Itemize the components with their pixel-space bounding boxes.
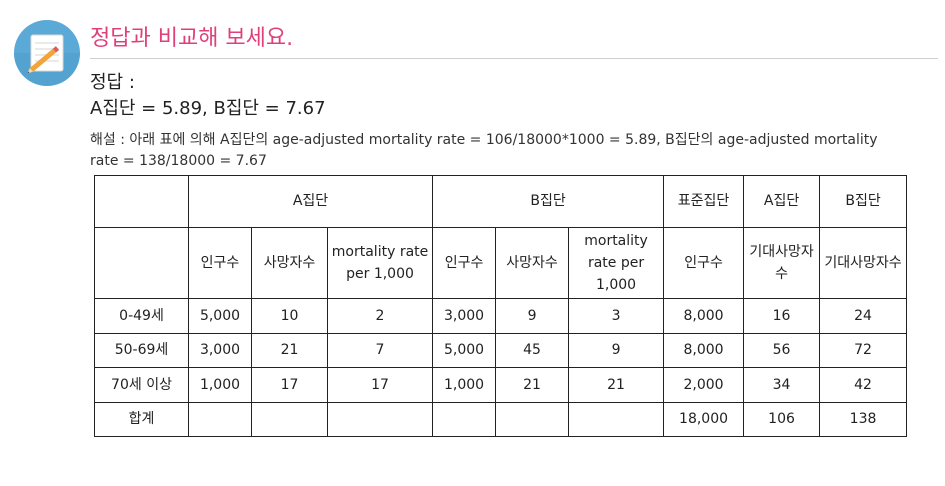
a-deaths-cell [251, 401, 328, 438]
table-row: 70세 이상 1,000 17 17 1,000 21 21 2,000 34 … [94, 367, 908, 403]
age-cell: 70세 이상 [94, 367, 189, 403]
divider [90, 58, 938, 59]
b-deaths-cell: 9 [495, 298, 570, 334]
subheader-a-rate: mortality rate per 1,000 [326, 226, 434, 300]
notepad-pencil-icon [14, 20, 80, 86]
header-b-group: B집단 [432, 175, 665, 228]
subheader-b-rate: mortality rate per 1,000 [568, 226, 665, 300]
subheader-a-expected-deaths: 기대사망자수 [743, 226, 821, 300]
std-pop-cell: 8,000 [663, 332, 745, 369]
table-corner-cell [94, 226, 189, 300]
header-b-expected: B집단 [819, 175, 908, 228]
b-exp-cell: 24 [819, 298, 908, 334]
b-deaths-cell: 45 [495, 332, 570, 369]
b-pop-cell [432, 401, 497, 438]
b-pop-cell: 3,000 [432, 298, 497, 334]
b-exp-cell: 42 [819, 367, 908, 403]
b-rate-cell: 9 [568, 332, 665, 369]
a-exp-cell: 106 [743, 401, 821, 438]
age-cell: 합계 [94, 401, 189, 438]
header-standard-group: 표준집단 [663, 175, 745, 228]
header-a-group: A집단 [187, 175, 434, 228]
b-rate-cell: 21 [568, 367, 665, 403]
table-subheader-row: 인구수 사망자수 mortality rate per 1,000 인구수 사망… [94, 226, 908, 300]
header-a-expected: A집단 [743, 175, 821, 228]
a-rate-cell: 2 [326, 298, 434, 334]
table-corner-cell [94, 175, 189, 228]
a-rate-cell: 17 [326, 367, 434, 403]
subheader-a-population: 인구수 [188, 226, 252, 300]
subheader-b-population: 인구수 [432, 226, 497, 300]
b-rate-cell: 3 [568, 298, 665, 334]
b-exp-cell: 138 [819, 401, 908, 438]
a-deaths-cell: 21 [251, 332, 328, 369]
a-pop-cell: 3,000 [188, 332, 252, 369]
a-rate-cell [326, 401, 434, 438]
a-deaths-cell: 10 [251, 298, 328, 334]
table-total-row: 합계 18,000 106 138 [94, 401, 908, 438]
std-pop-cell: 18,000 [663, 401, 745, 438]
answer-label: 정답 : [90, 72, 135, 93]
age-cell: 50-69세 [94, 332, 189, 369]
a-pop-cell: 1,000 [188, 367, 252, 403]
subheader-std-population: 인구수 [663, 226, 745, 300]
std-pop-cell: 2,000 [663, 367, 745, 403]
a-pop-cell: 5,000 [188, 298, 252, 334]
age-cell: 0-49세 [94, 298, 189, 334]
b-deaths-cell: 21 [495, 367, 570, 403]
page-title: 정답과 비교해 보세요. [90, 26, 294, 51]
b-deaths-cell [495, 401, 570, 438]
table-row: 0-49세 5,000 10 2 3,000 9 3 8,000 16 24 [94, 298, 908, 334]
a-deaths-cell: 17 [251, 367, 328, 403]
subheader-b-expected-deaths: 기대사망자수 [819, 226, 908, 300]
a-exp-cell: 56 [743, 332, 821, 369]
b-pop-cell: 5,000 [432, 332, 497, 369]
subheader-a-deaths: 사망자수 [251, 226, 328, 300]
std-pop-cell: 8,000 [663, 298, 745, 334]
table-header-row: A집단 B집단 표준집단 A집단 B집단 [94, 175, 908, 228]
explanation-text: 해설 : 아래 표에 의해 A집단의 age-adjusted mortalit… [90, 132, 878, 169]
a-pop-cell [188, 401, 252, 438]
answer-value: A집단 = 5.89, B집단 = 7.67 [90, 98, 326, 119]
a-exp-cell: 16 [743, 298, 821, 334]
subheader-b-deaths: 사망자수 [495, 226, 570, 300]
mortality-table: A집단 B집단 표준집단 A집단 B집단 인구수 사망자수 mortality … [94, 175, 908, 438]
b-exp-cell: 72 [819, 332, 908, 369]
a-rate-cell: 7 [326, 332, 434, 369]
table-row: 50-69세 3,000 21 7 5,000 45 9 8,000 56 72 [94, 332, 908, 369]
b-pop-cell: 1,000 [432, 367, 497, 403]
b-rate-cell [568, 401, 665, 438]
a-exp-cell: 34 [743, 367, 821, 403]
